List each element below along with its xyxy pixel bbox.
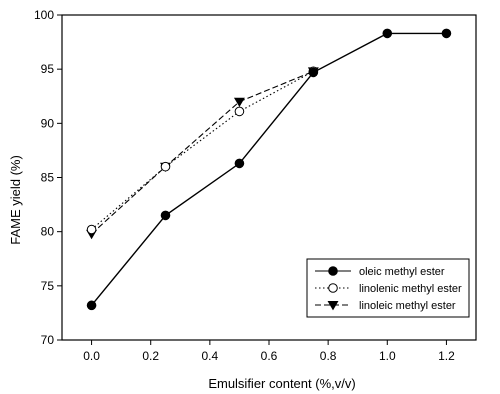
y-axis: 70 75 80 85 90 95 100 xyxy=(34,8,62,347)
series-line xyxy=(91,70,314,230)
y-tick-label: 85 xyxy=(41,171,55,185)
data-point xyxy=(233,97,245,108)
y-tick-label: 75 xyxy=(41,279,55,293)
x-tick-label: 0.2 xyxy=(142,349,159,363)
series-linoleic-methyl-ester xyxy=(86,67,319,240)
data-point xyxy=(441,28,452,39)
data-point xyxy=(234,106,245,117)
legend: oleic methyl ester linolenic methyl ester… xyxy=(306,258,470,318)
x-tick-label: 0.8 xyxy=(320,349,337,363)
legend-label: oleic methyl ester xyxy=(359,266,445,278)
series-line xyxy=(91,70,314,235)
data-point xyxy=(160,210,171,221)
x-axis: 0.0 0.2 0.4 0.6 0.8 1.0 1.2 xyxy=(83,340,455,363)
y-tick-label: 80 xyxy=(41,225,55,239)
series-layer xyxy=(86,28,452,311)
series-oleic-methyl-ester xyxy=(86,28,452,311)
legend-swatch-marker xyxy=(328,283,338,293)
x-tick-label: 1.2 xyxy=(438,349,455,363)
legend-label: linoleic methyl ester xyxy=(359,300,456,312)
legend-label: linolenic methyl ester xyxy=(359,283,462,295)
legend-swatch-marker xyxy=(328,266,338,276)
y-tick-label: 95 xyxy=(41,62,55,76)
data-point xyxy=(308,67,319,78)
legend-swatch-marker xyxy=(327,301,339,311)
data-point xyxy=(86,224,97,235)
data-point xyxy=(86,300,97,311)
x-tick-label: 0.6 xyxy=(261,349,278,363)
y-axis-title: FAME yield (%) xyxy=(8,155,23,245)
x-tick-label: 0.0 xyxy=(83,349,100,363)
data-point xyxy=(234,158,245,169)
x-tick-label: 0.4 xyxy=(202,349,219,363)
y-tick-label: 100 xyxy=(34,8,54,22)
series-linolenic-methyl-ester xyxy=(86,66,319,235)
data-point xyxy=(382,28,393,39)
series-line xyxy=(91,32,447,306)
data-point xyxy=(160,161,171,172)
y-tick-label: 70 xyxy=(41,333,55,347)
y-tick-label: 90 xyxy=(41,116,55,130)
x-axis-title: Emulsifier content (%,v/v) xyxy=(208,376,355,391)
x-tick-label: 1.0 xyxy=(379,349,396,363)
